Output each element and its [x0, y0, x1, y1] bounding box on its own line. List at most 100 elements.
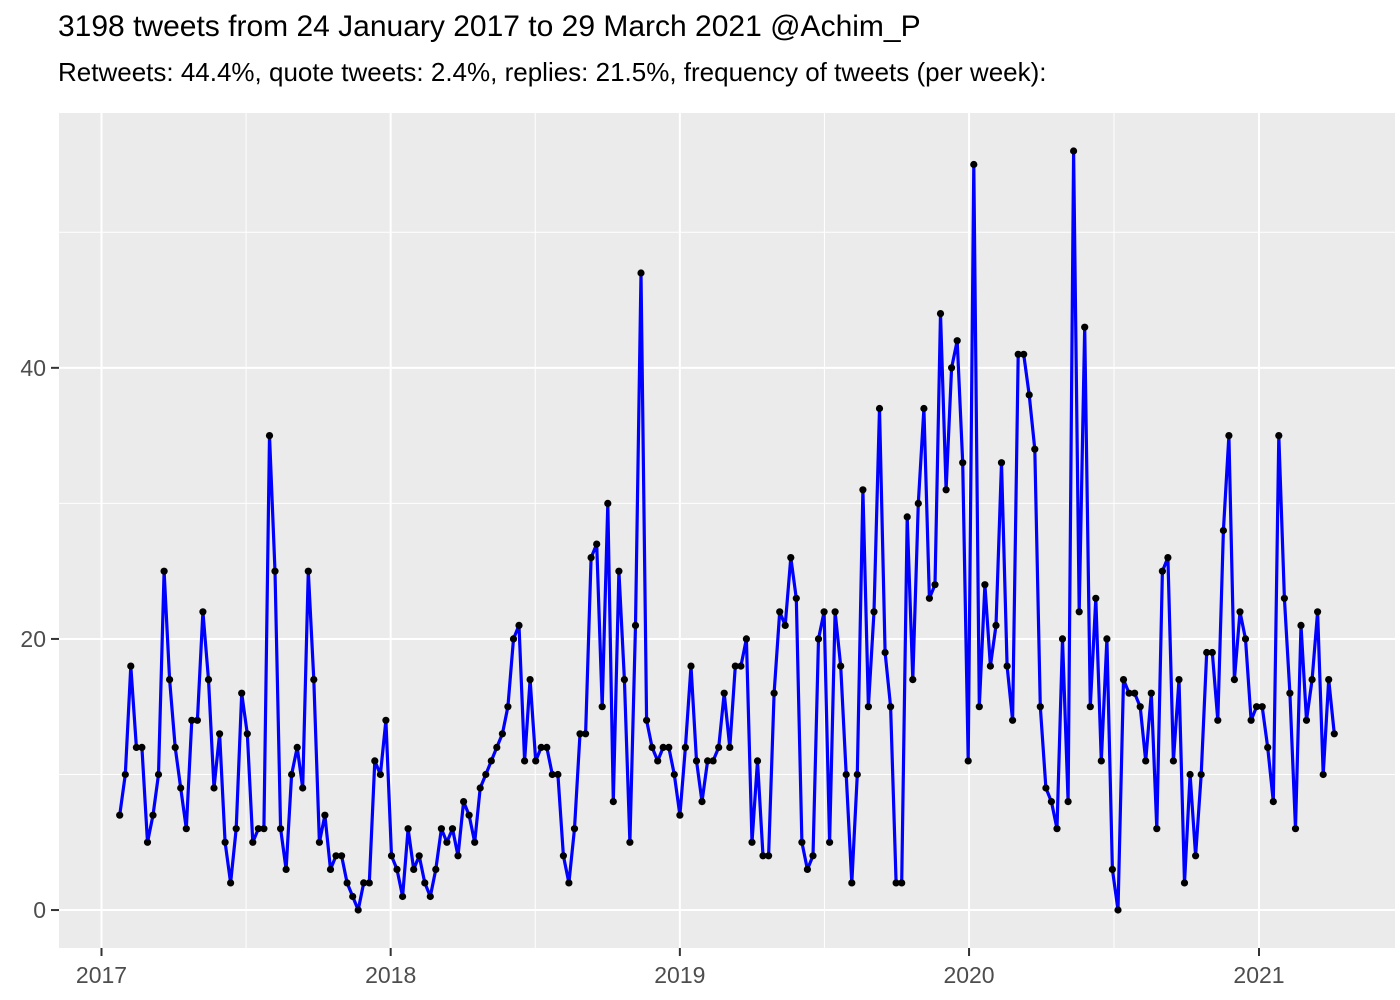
data-point — [399, 892, 407, 901]
data-point — [509, 635, 518, 643]
data-point — [182, 825, 190, 833]
data-point — [986, 662, 995, 670]
data-point — [1158, 567, 1166, 575]
data-point — [171, 743, 179, 752]
chart-title: 3198 tweets from 24 January 2017 to 29 M… — [58, 10, 921, 43]
data-point — [936, 310, 945, 318]
data-point — [471, 838, 479, 846]
data-point — [321, 811, 329, 819]
data-point — [515, 621, 523, 630]
data-point — [521, 757, 529, 765]
data-point — [1058, 635, 1067, 643]
data-point — [615, 567, 623, 575]
data-point — [1131, 689, 1139, 697]
data-point — [842, 770, 850, 779]
data-point — [138, 743, 146, 752]
data-point — [864, 703, 873, 711]
data-point — [814, 635, 823, 643]
data-point — [1125, 689, 1133, 697]
data-point — [326, 865, 335, 874]
data-point — [742, 635, 751, 643]
data-point — [1330, 730, 1338, 738]
data-point — [931, 581, 939, 589]
data-point — [1103, 635, 1111, 643]
data-point — [177, 784, 185, 792]
data-point — [670, 770, 678, 779]
data-point — [166, 676, 174, 684]
data-point — [376, 770, 384, 779]
data-point — [360, 879, 368, 887]
data-point — [975, 703, 983, 711]
x-tick-label: 2018 — [365, 962, 416, 988]
data-point — [1258, 703, 1266, 711]
data-point — [787, 554, 795, 562]
y-tick-label: 0 — [33, 897, 46, 923]
data-point — [765, 852, 773, 860]
data-point — [609, 798, 617, 806]
data-point — [1031, 445, 1039, 453]
data-point — [1325, 676, 1333, 684]
data-point — [753, 757, 762, 765]
data-point — [1036, 703, 1044, 711]
data-point — [726, 743, 734, 752]
data-point — [1219, 526, 1227, 535]
data-point — [1192, 852, 1200, 860]
data-point — [199, 608, 207, 616]
data-point — [892, 879, 900, 887]
data-point — [415, 852, 423, 860]
data-point — [343, 879, 351, 887]
data-point — [382, 716, 390, 724]
data-point — [277, 825, 285, 833]
data-point — [371, 757, 379, 765]
data-point — [282, 865, 290, 874]
data-point — [681, 743, 690, 752]
data-point — [204, 676, 213, 684]
data-point — [1214, 716, 1222, 724]
data-point — [1020, 350, 1028, 358]
chart-subtitle: Retweets: 44.4%, quote tweets: 2.4%, rep… — [58, 57, 1047, 87]
data-point — [1291, 825, 1300, 833]
data-point — [1164, 554, 1172, 562]
data-point — [831, 608, 839, 616]
data-point — [404, 825, 412, 833]
data-point — [570, 825, 579, 833]
data-point — [626, 838, 634, 846]
data-point — [1142, 757, 1150, 765]
data-point — [487, 757, 495, 765]
data-point — [997, 459, 1006, 467]
data-point — [770, 689, 778, 697]
data-point — [154, 770, 163, 779]
data-point — [953, 337, 961, 345]
data-point — [1275, 432, 1283, 440]
data-point — [548, 770, 556, 779]
data-point — [898, 879, 906, 887]
data-point — [149, 811, 157, 819]
data-point — [537, 743, 545, 752]
data-point — [493, 743, 501, 752]
data-point — [776, 608, 784, 616]
data-point — [887, 703, 895, 711]
data-point — [848, 879, 856, 887]
data-point — [221, 838, 229, 846]
data-point — [127, 662, 135, 670]
data-point — [437, 825, 445, 833]
data-point — [338, 852, 346, 860]
data-point — [271, 567, 279, 575]
data-point — [476, 784, 484, 792]
data-point — [1114, 906, 1122, 914]
data-point — [881, 648, 889, 657]
data-point — [1203, 648, 1211, 657]
data-point — [1070, 147, 1078, 155]
y-tick-label: 20 — [20, 626, 46, 652]
data-point — [870, 608, 878, 616]
data-point — [1119, 676, 1128, 684]
data-point — [853, 770, 861, 779]
data-point — [443, 838, 451, 846]
data-point — [1175, 676, 1183, 684]
data-point — [698, 798, 706, 806]
data-point — [759, 852, 767, 860]
data-point — [654, 757, 662, 765]
x-tick-label: 2019 — [654, 962, 705, 988]
data-point — [1186, 770, 1194, 779]
data-point — [643, 716, 651, 724]
